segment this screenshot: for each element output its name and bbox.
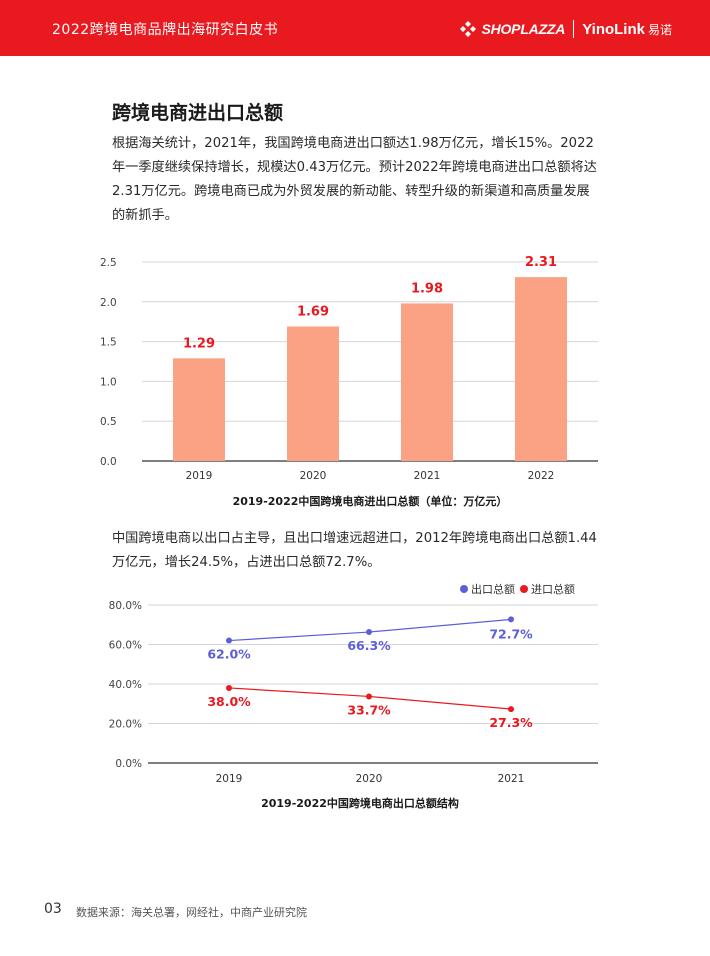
legend-label: 出口总额 [471, 582, 515, 596]
x-tick-label: 2019 [186, 470, 213, 482]
y-tick-label: 20.0% [109, 719, 142, 731]
y-tick-label: 0.5 [100, 416, 117, 428]
brand-logos: SHOPLAZZA YinoLink 易诺 [459, 16, 672, 42]
yinolink-logo: YinoLink [582, 20, 645, 38]
point-value-label: 27.3% [489, 715, 533, 730]
bar [401, 303, 453, 461]
point-value-label: 66.3% [347, 638, 391, 653]
y-tick-label: 40.0% [109, 679, 142, 691]
legend-marker [520, 585, 528, 593]
bar-value-label: 1.29 [183, 336, 215, 351]
chart-title: 2019-2022中国跨境电商进出口总额（单位：万亿元） [233, 494, 508, 508]
x-tick-label: 2021 [414, 470, 441, 482]
point-value-label: 38.0% [207, 694, 251, 709]
bar-value-label: 2.31 [525, 255, 557, 270]
paragraph-import-export: 根据海关统计，2021年，我国跨境电商进出口额达1.98万亿元，增长15%。20… [112, 136, 597, 223]
x-tick-label: 2020 [300, 470, 327, 482]
bar [287, 326, 339, 461]
y-tick-label: 0.0 [100, 456, 117, 468]
y-tick-label: 80.0% [109, 600, 142, 612]
document-title: 2022跨境电商品牌出海研究白皮书 [52, 22, 279, 38]
bar [173, 358, 225, 461]
logo-divider [573, 20, 575, 38]
data-point [366, 629, 372, 636]
page-number: 03 [44, 901, 62, 917]
page-header: 2022跨境电商品牌出海研究白皮书 SHOPLAZZA YinoLink 易诺 [0, 0, 710, 56]
point-value-label: 72.7% [489, 626, 533, 641]
bar-chart-import-export: 0.0 0.5 1.0 1.5 2.0 2.5 1.29 2019 1.69 2020 1.98 20… [100, 240, 610, 515]
x-tick-label: 2022 [528, 470, 555, 482]
chart-title: 2019-2022中国跨境电商出口总额结构 [261, 796, 459, 810]
point-value-label: 33.7% [347, 702, 391, 717]
shoplazza-logo: SHOPLAZZA [481, 21, 566, 37]
point-value-label: 62.0% [207, 647, 251, 662]
bar-value-label: 1.98 [411, 281, 443, 296]
y-tick-label: 2.5 [100, 257, 117, 269]
legend-marker [460, 585, 468, 593]
yinolink-logo-cn: 易诺 [647, 22, 672, 37]
data-point [226, 637, 232, 644]
bar [515, 277, 567, 461]
x-tick-label: 2019 [216, 773, 243, 785]
y-tick-label: 0.0% [115, 758, 142, 770]
line-chart-export-structure: 0.0% 20.0% 40.0% 60.0% 80.0% 2019 2020 2021 62.0… [100, 578, 610, 813]
data-point [226, 684, 232, 691]
data-point [508, 706, 514, 713]
y-tick-label: 60.0% [109, 640, 142, 652]
bar-chart-svg: 0.0 0.5 1.0 1.5 2.0 2.5 1.29 2019 1.69 2020 1.98 20… [100, 255, 598, 508]
data-point [366, 693, 372, 700]
shoplazza-logo-icon [460, 21, 477, 37]
section-title: 跨境电商进出口总额 [112, 102, 284, 124]
paragraph-export-structure: 中国跨境电商以出口占主导，且出口增速远超进口，2012年跨境电商出口总额1.44… [112, 531, 597, 570]
y-tick-label: 1.5 [100, 337, 117, 349]
data-source-note: 数据来源：海关总署，网经社，中商产业研究院 [76, 906, 307, 919]
bar-value-label: 1.69 [297, 304, 329, 319]
x-tick-label: 2021 [498, 773, 525, 785]
y-tick-label: 1.0 [100, 376, 117, 388]
line-chart-svg: 0.0% 20.0% 40.0% 60.0% 80.0% 2019 2020 2021 62.0… [109, 582, 598, 810]
x-tick-label: 2020 [356, 773, 383, 785]
data-point [508, 616, 514, 623]
y-tick-label: 2.0 [100, 297, 117, 309]
legend-label: 进口总额 [531, 582, 575, 596]
